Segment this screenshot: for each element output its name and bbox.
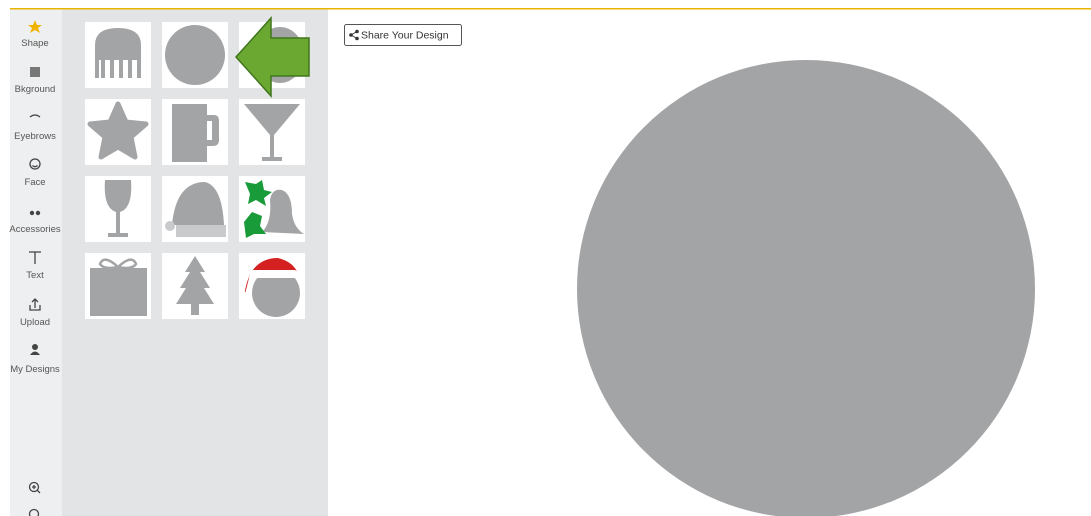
sidebar-label[interactable]: Accessories xyxy=(9,224,60,235)
accessories-icon[interactable] xyxy=(29,210,41,216)
text-icon[interactable] xyxy=(29,251,41,264)
bell-shape xyxy=(262,189,304,234)
martini-shape xyxy=(244,104,300,161)
upload-icon[interactable] xyxy=(29,298,41,311)
sidebar-label[interactable]: Text xyxy=(26,270,44,281)
top-border xyxy=(10,8,1091,10)
design-circle xyxy=(577,60,1035,516)
sidebar-label[interactable]: Bkground xyxy=(15,84,56,95)
sidebar-label[interactable]: Upload xyxy=(20,317,50,328)
star-shape xyxy=(87,101,149,160)
zoom-in-icon[interactable] xyxy=(28,481,41,494)
sidebar-label[interactable]: Eyebrows xyxy=(14,131,56,142)
gift-shape xyxy=(90,268,147,316)
my-designs-icon[interactable] xyxy=(30,344,40,355)
sidebar-label[interactable]: My Designs xyxy=(10,364,60,375)
face-icon[interactable] xyxy=(29,158,41,170)
tree-shape xyxy=(176,256,214,315)
shape-icon[interactable] xyxy=(28,20,42,33)
santa-hat xyxy=(244,258,298,298)
share-button-label[interactable]: Share Your Design xyxy=(361,30,449,42)
sidebar xyxy=(10,9,62,516)
pointer-arrow xyxy=(234,16,310,98)
wine-shape xyxy=(104,180,132,237)
share-button[interactable]: Share Your Design xyxy=(344,24,462,46)
sidebar-label[interactable]: Face xyxy=(24,177,45,188)
share-button-box[interactable] xyxy=(344,24,462,46)
share-icon xyxy=(349,29,359,41)
circle-shape xyxy=(165,25,225,85)
gift-bow xyxy=(98,258,138,270)
eyebrows-icon[interactable] xyxy=(29,114,41,118)
head-shape xyxy=(252,269,300,317)
santa-hat-pom xyxy=(241,292,249,300)
hat-pom xyxy=(165,221,175,231)
hat-shape xyxy=(172,182,224,225)
comb-shape xyxy=(95,28,141,78)
sidebar-label[interactable]: Shape xyxy=(21,38,48,49)
holly-shape xyxy=(244,180,272,238)
mug-shape xyxy=(172,104,219,162)
hat-brim xyxy=(176,225,226,237)
santa-hat-brim xyxy=(250,270,298,278)
bkground-icon[interactable] xyxy=(30,67,40,77)
zoom-out-icon[interactable] xyxy=(28,508,40,516)
